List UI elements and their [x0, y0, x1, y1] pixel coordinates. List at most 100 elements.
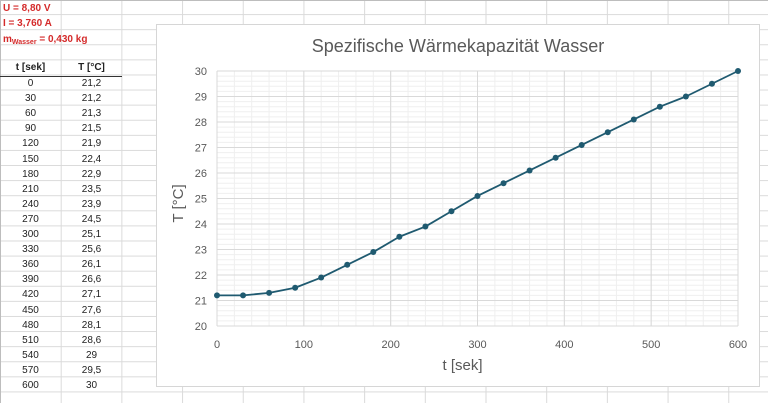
table-row: 270 24,5 [0, 212, 182, 227]
time-cell[interactable]: 510 [22, 334, 39, 346]
table-row: 570 29,5 [0, 363, 182, 378]
sheet-top-border [0, 0, 768, 1]
temperature-cell[interactable]: 30 [85, 380, 98, 391]
time-cell[interactable]: 30 [24, 93, 37, 105]
temperature-cell[interactable]: 22,4 [81, 153, 102, 165]
table-row: 390 26,6 [0, 272, 182, 287]
temperature-cell[interactable]: 29,5 [81, 364, 102, 376]
data-point-marker [474, 192, 481, 199]
time-cell[interactable]: 270 [22, 213, 39, 225]
x-tick-label: 600 [729, 339, 747, 351]
time-cell[interactable]: 300 [22, 229, 39, 240]
table-header-row: t [sek] T [°C] [0, 60, 182, 75]
time-cell[interactable]: 240 [22, 198, 39, 210]
table-row: 360 26,1 [0, 257, 182, 272]
current-cell[interactable]: I = 3,760 A [3, 18, 52, 29]
table-row: 30 21,2 [0, 91, 182, 106]
x-axis-title: t [sek] [442, 357, 482, 374]
data-point-marker [240, 292, 247, 299]
temperature-cell[interactable]: 21,2 [81, 78, 102, 89]
data-point-marker [682, 93, 689, 100]
x-tick-label: 0 [214, 339, 220, 351]
time-cell[interactable]: 450 [22, 304, 39, 316]
data-point-marker [604, 129, 611, 136]
temperature-cell[interactable]: 23,9 [81, 198, 102, 210]
header-underline [0, 76, 122, 77]
y-tick-label: 26 [195, 168, 207, 180]
table-row: 420 27,1 [0, 287, 182, 302]
time-cell[interactable]: 570 [22, 364, 39, 376]
time-cell[interactable]: 90 [24, 123, 37, 135]
data-point-marker [318, 274, 325, 281]
data-point-marker [396, 233, 403, 240]
time-cell[interactable]: 210 [22, 183, 39, 195]
data-point-marker [656, 103, 663, 110]
table-row: 60 21,3 [0, 106, 182, 121]
data-point-marker [292, 284, 299, 291]
temperature-cell[interactable]: 21,3 [81, 108, 102, 120]
y-tick-label: 22 [195, 270, 207, 282]
time-cell[interactable]: 390 [22, 274, 39, 286]
header-time[interactable]: t [sek] [15, 62, 46, 73]
time-cell[interactable]: 330 [22, 244, 39, 256]
x-tick-label: 400 [555, 339, 573, 351]
mass-subscript: Wasser [11, 39, 37, 46]
y-tick-label: 25 [195, 194, 207, 206]
time-cell[interactable]: 420 [22, 289, 39, 301]
time-cell[interactable]: 0 [27, 78, 34, 89]
data-point-marker [214, 292, 220, 299]
time-cell[interactable]: 600 [22, 380, 39, 391]
mass-value: = 0,430 kg [36, 34, 88, 45]
temperature-cell[interactable]: 26,1 [81, 259, 102, 271]
y-tick-label: 29 [195, 92, 207, 104]
table-row: 120 21,9 [0, 136, 182, 151]
data-point-marker [422, 223, 429, 230]
y-axis-title: T [°C] [170, 184, 187, 222]
data-point-marker [708, 80, 715, 87]
mass-prefix: m [3, 34, 12, 45]
chart-title[interactable]: Spezifische Wärmekapazität Wasser [311, 36, 605, 56]
data-point-marker [500, 180, 507, 187]
chart-container[interactable]: Spezifische Wärmekapazität Wasser 0 100 20… [156, 24, 760, 387]
time-cell[interactable]: 540 [22, 349, 39, 361]
x-tick-label: 500 [642, 339, 660, 351]
temperature-cell[interactable]: 25,1 [81, 229, 102, 240]
data-point-marker [630, 116, 637, 123]
time-cell[interactable]: 120 [22, 138, 39, 150]
temperature-cell[interactable]: 29 [85, 349, 98, 361]
temperature-cell[interactable]: 21,9 [81, 138, 102, 150]
table-row: 180 22,9 [0, 167, 182, 182]
temperature-cell[interactable]: 26,6 [81, 274, 102, 286]
time-cell[interactable]: 480 [22, 319, 39, 331]
temperature-cell[interactable]: 27,6 [81, 304, 102, 316]
voltage-cell[interactable]: U = 8,80 V [3, 3, 51, 14]
table-row: 150 22,4 [0, 152, 182, 167]
time-cell[interactable]: 60 [24, 108, 37, 120]
y-tick-label: 30 [195, 66, 207, 78]
temperature-cell[interactable]: 27,1 [81, 289, 102, 301]
data-point-marker [552, 154, 559, 161]
y-tick-label: 28 [195, 117, 207, 129]
y-tick-label: 23 [195, 245, 207, 257]
time-cell[interactable]: 150 [22, 153, 39, 165]
table-row: 450 27,6 [0, 303, 182, 318]
temperature-cell[interactable]: 25,6 [81, 244, 102, 256]
temperature-cell[interactable]: 21,2 [81, 93, 102, 105]
temperature-cell[interactable]: 21,5 [81, 123, 102, 135]
table-row: 480 28,1 [0, 318, 182, 333]
time-cell[interactable]: 180 [22, 168, 39, 180]
data-point-marker [448, 208, 455, 215]
table-row: 210 23,5 [0, 182, 182, 197]
data-point-marker [526, 167, 533, 174]
temperature-cell[interactable]: 28,6 [81, 334, 102, 346]
time-cell[interactable]: 360 [22, 259, 39, 271]
table-row: 300 25,1 [0, 227, 182, 242]
mass-cell[interactable]: mWasser = 0,430 kg [3, 32, 87, 50]
temperature-cell[interactable]: 28,1 [81, 319, 102, 331]
table-row: 0 21,2 [0, 76, 182, 91]
temperature-cell[interactable]: 22,9 [81, 168, 102, 180]
header-temperature[interactable]: T [°C] [78, 62, 105, 73]
temperature-cell[interactable]: 24,5 [81, 213, 102, 225]
temperature-cell[interactable]: 23,5 [81, 183, 102, 195]
table-row: 540 29 [0, 348, 182, 363]
